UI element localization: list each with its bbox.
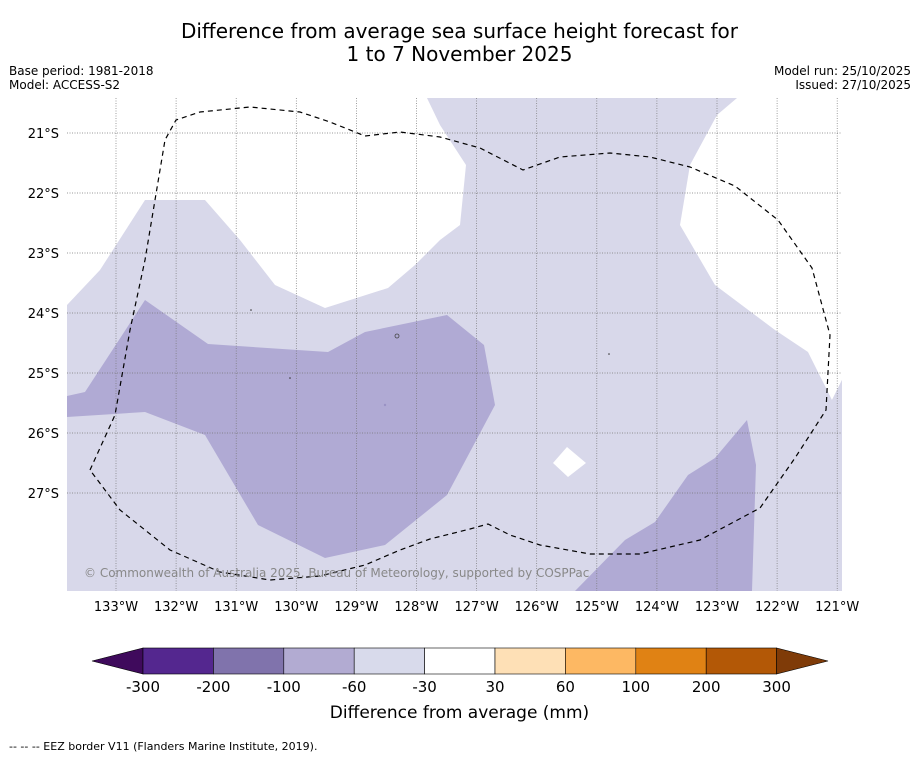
latitude-label: 22°S (28, 187, 59, 202)
map-figure: © Commonwealth of Australia 2025, Bureau… (28, 98, 860, 696)
colorbar-tick-label: 60 (556, 678, 575, 696)
island-marker (383, 403, 387, 407)
colorbar-tick-label: -300 (126, 678, 160, 696)
colorbar-tick-label: 100 (621, 678, 650, 696)
island-marker (289, 377, 291, 379)
latitude-label: 23°S (28, 247, 59, 262)
latitude-label: 27°S (28, 487, 59, 502)
colorbar-extend-high (776, 647, 829, 675)
copyright-notice: © Commonwealth of Australia 2025, Bureau… (84, 566, 589, 580)
map-plot-area (67, 98, 842, 591)
colorbar-segment (142, 647, 214, 675)
colorbar (91, 647, 829, 675)
colorbar-tick-label: -30 (412, 678, 437, 696)
colorbar-segment (213, 647, 285, 675)
colorbar-segment (353, 647, 425, 675)
longitude-label: 121°W (815, 600, 859, 615)
longitude-label: 126°W (515, 600, 559, 615)
longitude-label: 129°W (334, 600, 378, 615)
colorbar-tick-label: 30 (485, 678, 504, 696)
anomaly-neg-30-60-east-edge (798, 380, 842, 591)
base-period: Base period: 1981-2018 (9, 64, 154, 78)
longitude-label: 125°W (575, 600, 619, 615)
colorbar-extend-low (91, 647, 144, 675)
neutral-region-west (67, 98, 466, 308)
title-line-1: Difference from average sea surface heig… (180, 19, 739, 43)
colorbar-segment (424, 647, 496, 675)
colorbar-tick-label: -60 (342, 678, 367, 696)
issued-date: Issued: 27/10/2025 (795, 78, 911, 92)
longitude-label: 128°W (394, 600, 438, 615)
graticule (67, 98, 842, 591)
colorbar-tick-label: 300 (762, 678, 791, 696)
longitude-label: 130°W (274, 600, 318, 615)
longitude-label: 123°W (695, 600, 739, 615)
info-left: Base period: 1981-2018 Model: ACCESS-S2 (9, 64, 154, 92)
longitude-label: 131°W (214, 600, 258, 615)
latitude-labels: 21°S 22°S 23°S 24°S 25°S 26°S 27°S (28, 127, 59, 502)
title-line-2: 1 to 7 November 2025 (346, 42, 573, 66)
colorbar-segment (565, 647, 637, 675)
neutral-region-east (680, 98, 842, 400)
latitude-label: 21°S (28, 127, 59, 142)
colorbar-segment (635, 647, 707, 675)
longitude-label: 133°W (94, 600, 138, 615)
island-marker (394, 333, 400, 339)
model-name: Model: ACCESS-S2 (9, 78, 121, 92)
island-marker (250, 309, 252, 311)
eez-border (89, 106, 831, 581)
colorbar-segment (705, 647, 777, 675)
model-run: Model run: 25/10/2025 (773, 64, 911, 78)
longitude-labels: 133°W 132°W 131°W 130°W 129°W 128°W 127°W 126°W… (94, 600, 860, 615)
anomaly-neg-60-100-southeast (575, 420, 756, 591)
chart-title: Difference from average sea surface heig… (0, 20, 919, 66)
eez-legend-note: -- -- -- EEZ border V11 (Flanders Marine… (9, 740, 318, 753)
longitude-label: 124°W (635, 600, 679, 615)
longitude-label: 127°W (455, 600, 499, 615)
colorbar-tick-label: -200 (196, 678, 230, 696)
colorbar-tick-label: -100 (267, 678, 301, 696)
latitude-label: 26°S (28, 427, 59, 442)
colorbar-segment (283, 647, 355, 675)
longitude-label: 122°W (755, 600, 799, 615)
latitude-label: 24°S (28, 307, 59, 322)
longitude-label: 132°W (154, 600, 198, 615)
anomaly-neg-60-100-west (67, 300, 495, 558)
colorbar-ticks: -300 -200 -100 -60 -30 30 60 100 200 300 (126, 678, 791, 696)
latitude-label: 25°S (28, 367, 59, 382)
island-marker (608, 353, 610, 355)
neutral-spot (553, 447, 586, 477)
colorbar-title: Difference from average (mm) (329, 703, 590, 723)
colorbar-tick-label: 200 (692, 678, 721, 696)
colorbar-segment (494, 647, 566, 675)
info-right: Model run: 25/10/2025 Issued: 27/10/2025 (774, 64, 911, 92)
